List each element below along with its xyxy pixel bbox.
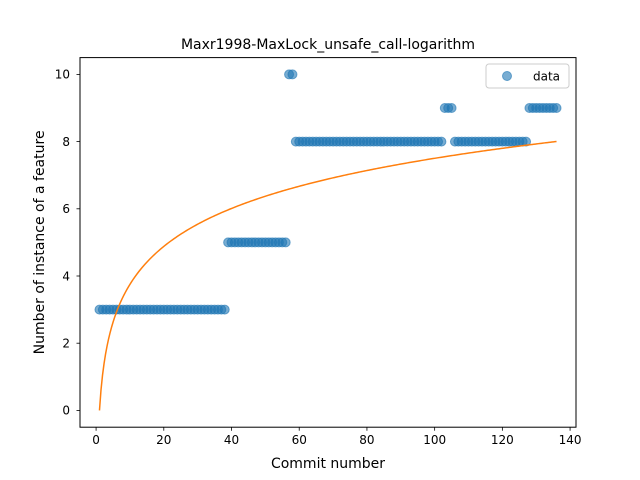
axes: 0 20 40 60 80 100 120 140 0 2 4 6 8 10: [55, 68, 582, 448]
x-tick-label: 20: [156, 433, 171, 447]
x-tick-label: 100: [423, 433, 446, 447]
chart-title: Maxr1998-MaxLock_unsafe_call-logarithm: [181, 37, 475, 53]
y-tick-label: 6: [62, 202, 70, 216]
x-tick-label: 40: [224, 433, 239, 447]
y-axis-label: Number of instance of a feature: [32, 130, 48, 354]
y-tick-label: 10: [55, 68, 70, 82]
x-axis-label: Commit number: [271, 456, 385, 472]
data-point: [551, 103, 562, 113]
legend-label-data: data: [533, 70, 560, 84]
data-point: [521, 136, 532, 147]
x-tick-label: 140: [559, 433, 582, 447]
x-tick-label: 80: [359, 433, 374, 447]
plot-frame: [79, 57, 577, 428]
y-tick-label: 2: [62, 337, 70, 351]
data-point: [219, 304, 230, 315]
data-point: [446, 103, 457, 113]
data-point: [436, 136, 447, 147]
fit-line: [98, 140, 557, 411]
data-point: [287, 69, 298, 80]
x-tick-label: 120: [491, 433, 514, 447]
x-tick-label: 0: [92, 433, 100, 447]
y-tick-label: 0: [62, 404, 70, 418]
legend-marker-data: [502, 71, 512, 81]
x-tick-label: 60: [292, 433, 307, 447]
series-layer: [94, 69, 562, 411]
y-tick-label: 8: [62, 135, 70, 149]
data-point: [280, 237, 291, 248]
legend-box: [485, 63, 570, 89]
legend: data: [485, 63, 570, 89]
y-tick-label: 4: [62, 269, 70, 283]
